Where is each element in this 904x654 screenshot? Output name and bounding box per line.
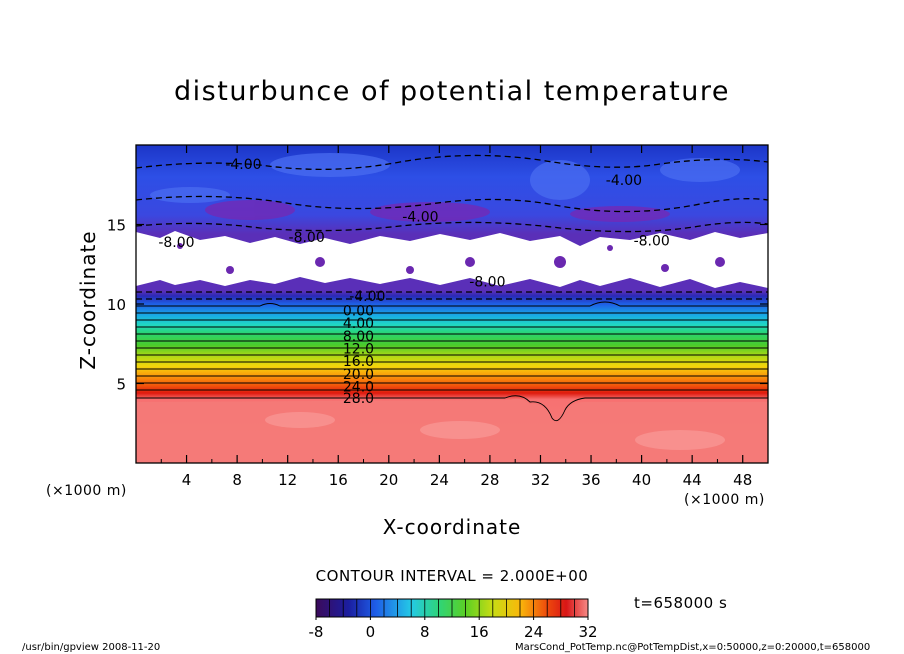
x-tick-label: 20 [379, 471, 398, 489]
contour-label: -8.00 [289, 230, 325, 246]
colorbar-tick-label: 0 [366, 623, 376, 641]
footer-right: MarsCond_PotTemp.nc@PotTempDist,x=0:5000… [515, 642, 871, 653]
colorbar-tick-label: 32 [578, 623, 597, 641]
contour-label: 20.0 [343, 367, 374, 383]
white-region [136, 231, 768, 288]
x-unit-label-left: (×1000 m) [46, 483, 127, 499]
y-tick-label: 5 [116, 376, 126, 394]
y-tick-label: 15 [107, 217, 126, 235]
x-tick-label: 32 [531, 471, 550, 489]
contour-label: -4.00 [349, 289, 385, 305]
time-label: t=658000 s [634, 594, 728, 612]
contour-label: -8.00 [634, 233, 670, 249]
x-tick-label: 4 [182, 471, 192, 489]
x-tick-label: 48 [733, 471, 752, 489]
contour-label: 12.0 [343, 342, 374, 358]
contour-label: 28.0 [343, 391, 374, 407]
contour-label: 4.00 [343, 316, 374, 332]
chart-title: disturbunce of potential temperature [174, 76, 730, 107]
contour-label: -4.00 [606, 173, 642, 189]
contour-labels: -4.00 -4.00 -4.00 -8.00 -8.00 -8.00 -8.00 -4.00… [158, 157, 669, 407]
contour-label: 8.00 [343, 329, 374, 345]
contour-label: -8.00 [469, 275, 505, 291]
negative-contours [136, 154, 768, 300]
x-unit-label-right: (×1000 m) [684, 492, 765, 508]
field: -4.00 -4.00 -4.00 -8.00 -8.00 -8.00 -8.00 -4.00… [136, 145, 768, 463]
colorbar-tick-label: 16 [470, 623, 489, 641]
x-tick-label: 44 [683, 471, 702, 489]
positive-contours [136, 301, 768, 422]
contour-interval-text: CONTOUR INTERVAL = 2.000E+00 [315, 567, 589, 585]
contour-label: -4.00 [402, 210, 438, 226]
x-tick-label: 36 [581, 471, 600, 489]
contour-label: -4.00 [225, 157, 261, 173]
colorbar-tick-label: -8 [309, 623, 324, 641]
contour-label: 24.0 [343, 380, 374, 396]
x-tick-label: 40 [632, 471, 651, 489]
x-tick-label: 24 [430, 471, 449, 489]
contour-label: 16.0 [343, 354, 374, 370]
x-axis-label: X-coordinate [382, 515, 522, 539]
contour-label: 0.00 [343, 303, 374, 319]
x-tick-label: 8 [232, 471, 242, 489]
y-tick-label: 10 [107, 296, 126, 314]
colorbar-tick-label: 8 [420, 623, 430, 641]
x-tick-label: 12 [278, 471, 297, 489]
colorbar-tick-label: 24 [524, 623, 543, 641]
x-tick-label: 16 [329, 471, 348, 489]
colorbar-ticks: -8 0 8 16 24 32 [309, 599, 598, 641]
footer-left: /usr/bin/gpview 2008-11-20 [22, 642, 161, 653]
contour-label: -8.00 [158, 235, 194, 251]
x-tick-label: 28 [480, 471, 499, 489]
